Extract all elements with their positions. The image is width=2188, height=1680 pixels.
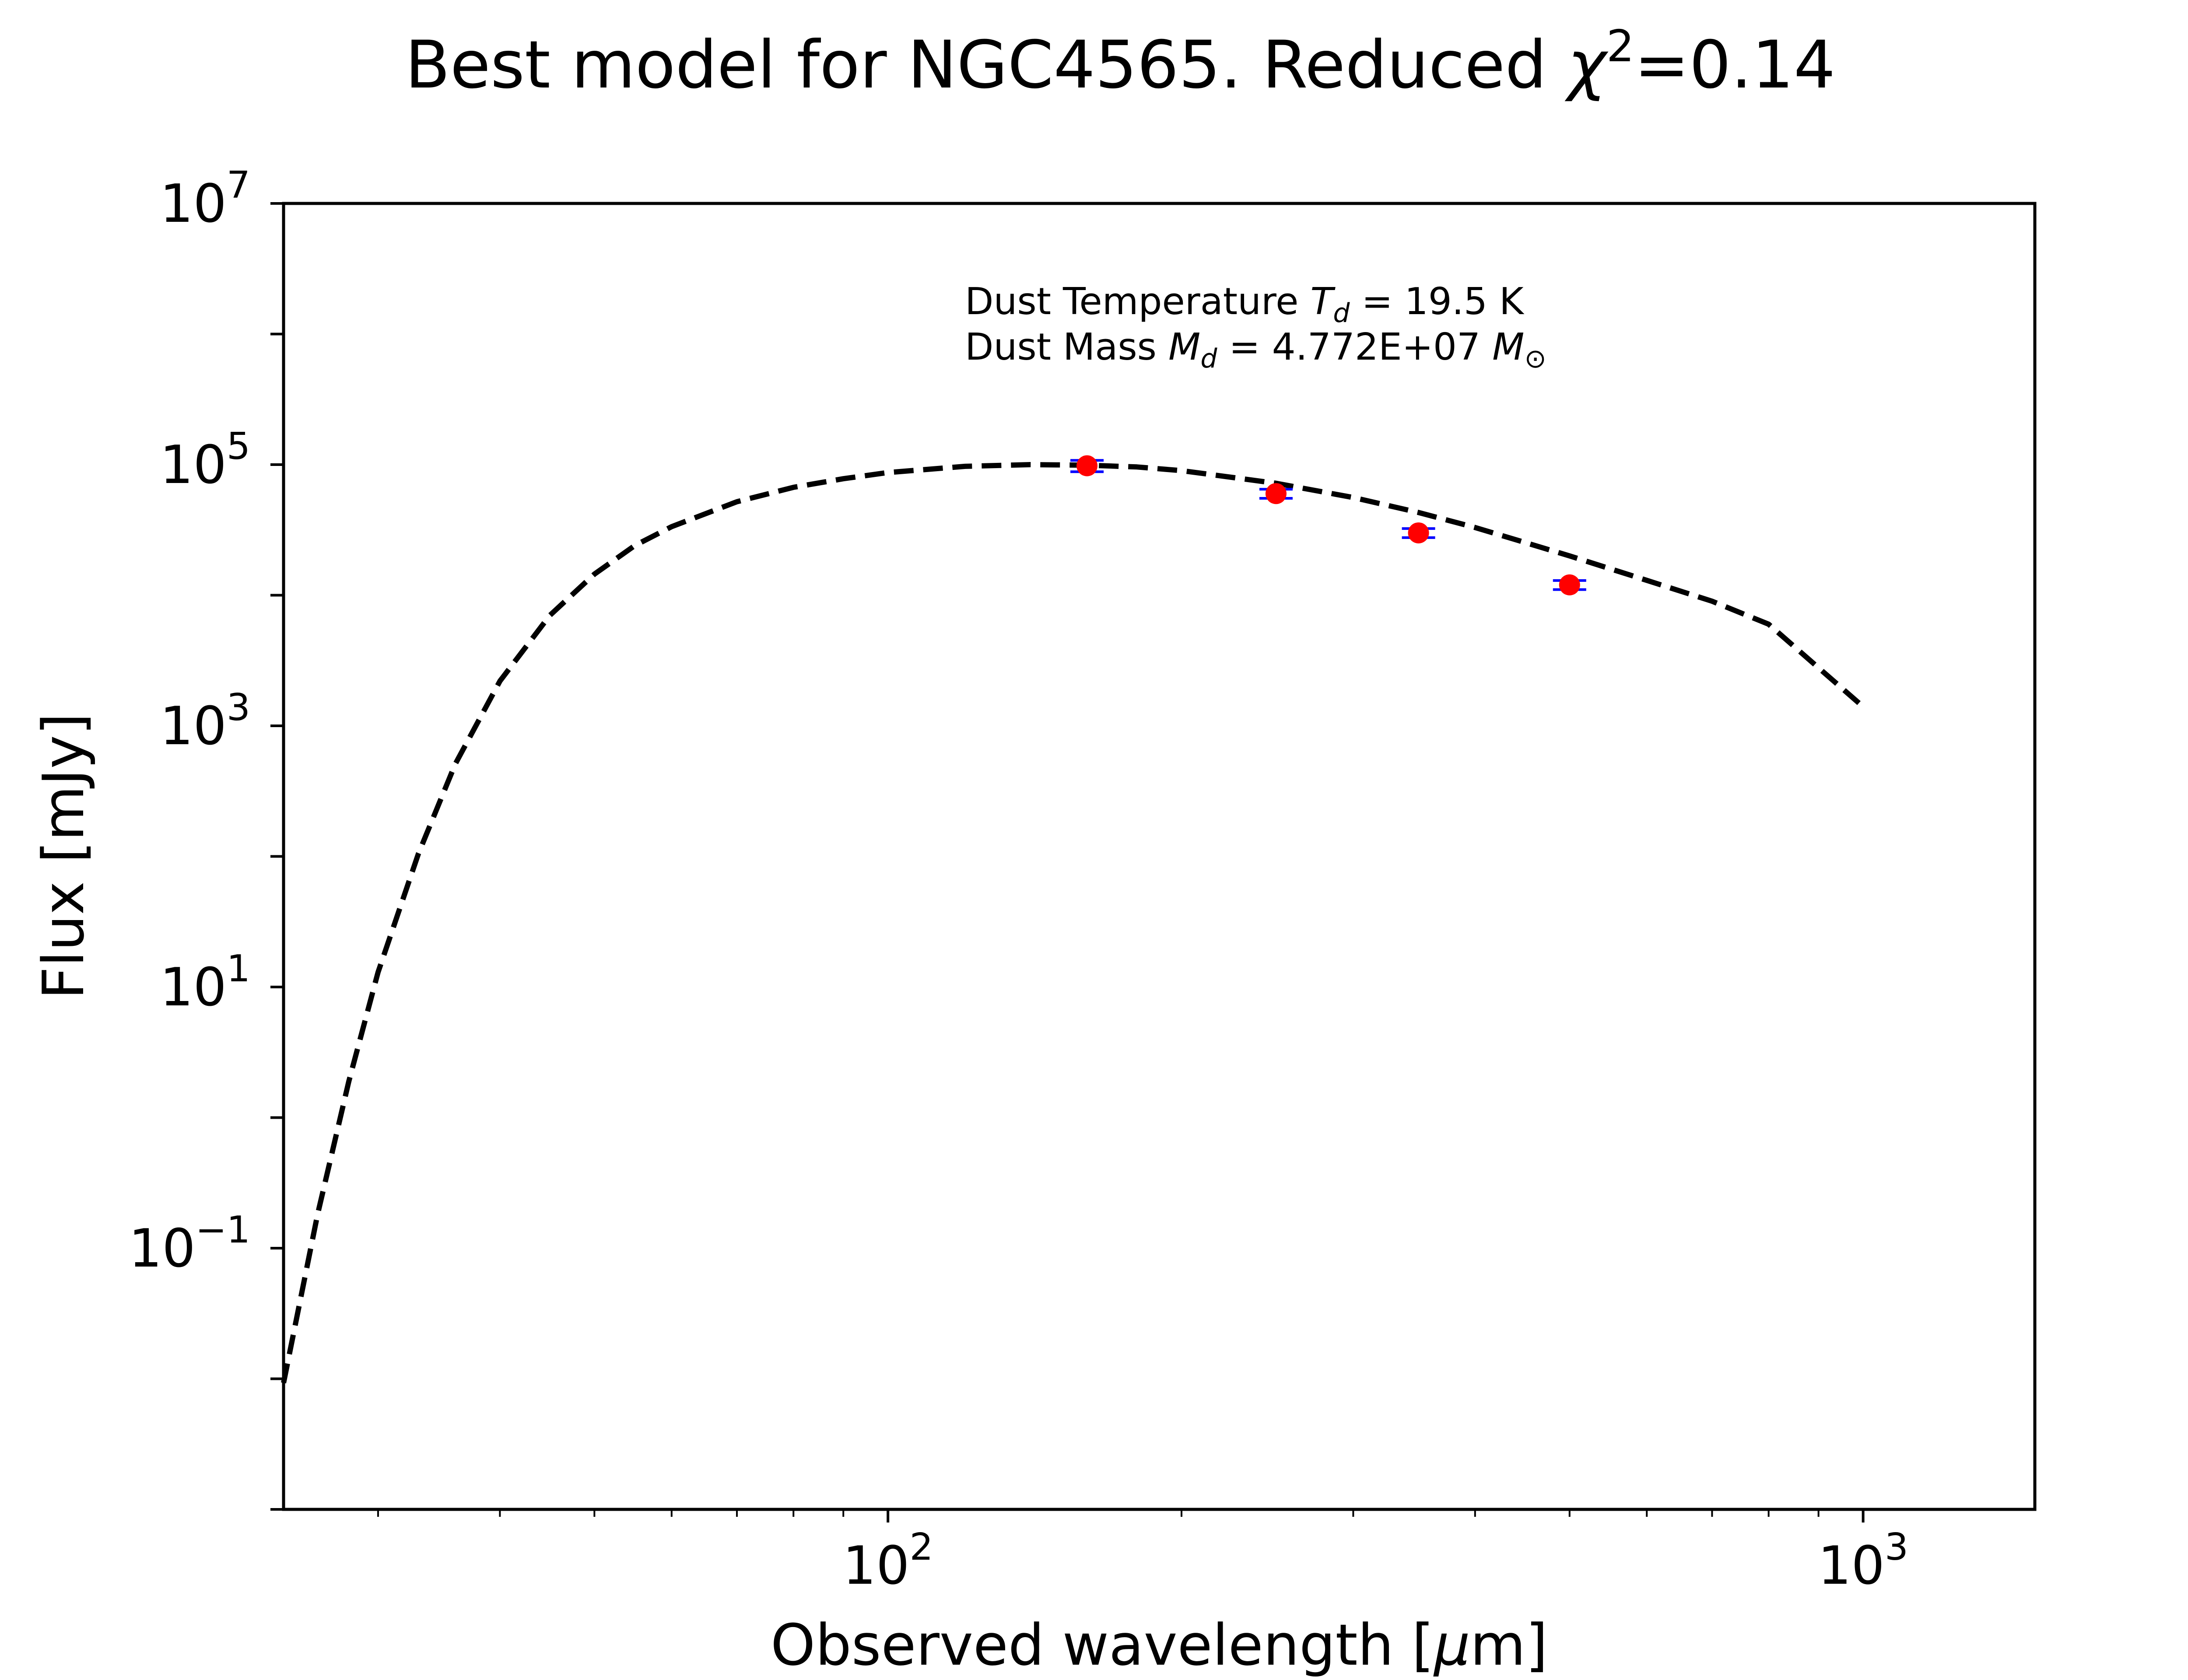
x-axis-label: Observed wavelength [μm] [771,1612,1548,1678]
data-point [1559,574,1580,595]
data-point [1076,455,1098,476]
y-tick-label: 105 [160,425,250,496]
model-curve [281,462,1865,1384]
y-tick-label: 103 [160,686,250,757]
dust-temperature-label: Dust Temperature Td = 19.5 K [965,280,1525,329]
y-axis-ticks: 10−1 101 103 105 107 [129,164,284,1511]
data-point [1408,522,1429,544]
y-tick-label: 107 [160,164,250,234]
x-tick-label: 103 [1818,1526,1908,1596]
dust-mass-label: Dust Mass Md = 4.772E+07 M⊙ [965,326,1546,374]
y-tick-label: 10−1 [129,1208,250,1279]
chart-title: Best model for NGC4565. Reduced χ2=0.14 [405,21,1836,103]
x-axis-ticks: 102 103 [377,1509,1908,1596]
fit-annotation: Dust Temperature Td = 19.5 K Dust Mass M… [965,280,1546,374]
data-point [1265,483,1287,504]
x-tick-label: 102 [843,1526,933,1596]
y-axis-label: Flux [mJy] [30,713,97,1000]
y-tick-label: 101 [160,947,250,1018]
plot-area [281,455,1865,1384]
